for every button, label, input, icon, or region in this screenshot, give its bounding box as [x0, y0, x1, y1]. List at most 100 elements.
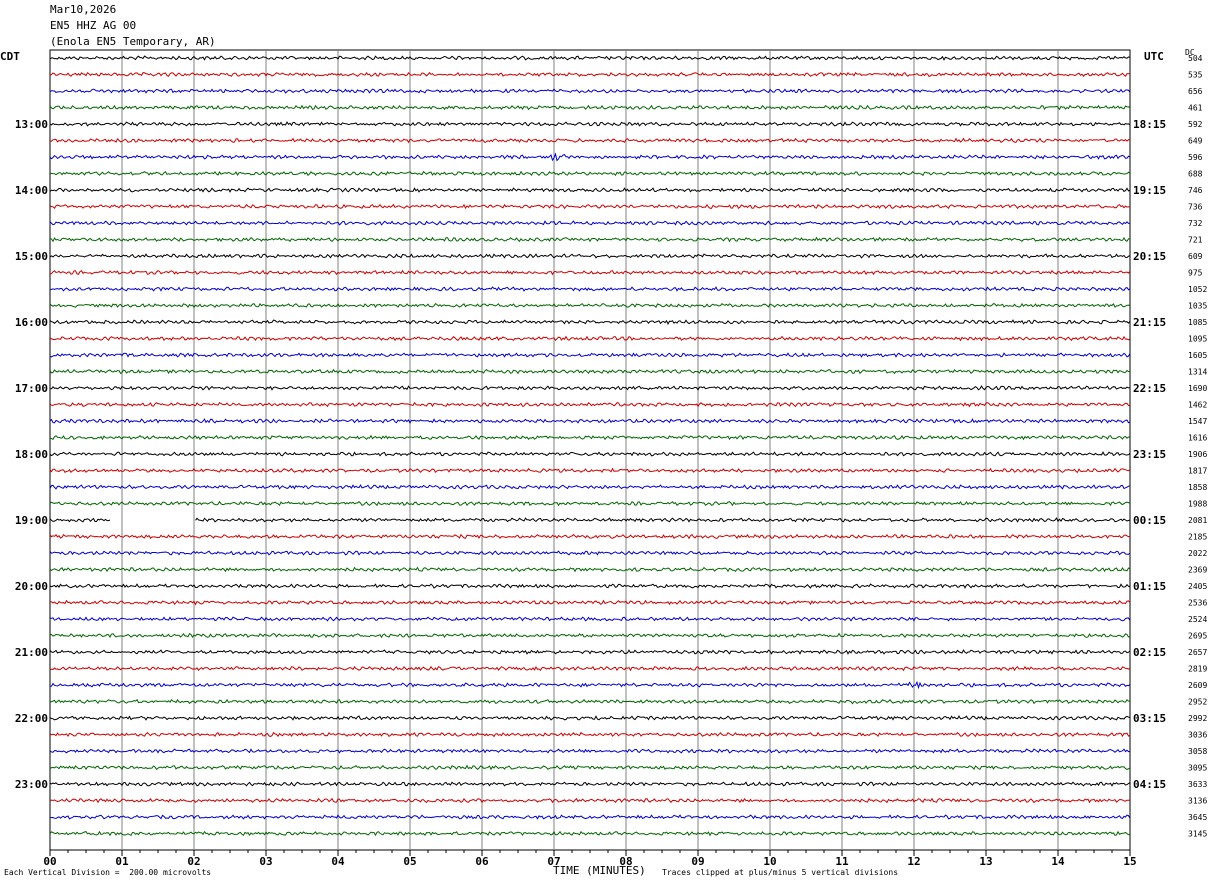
trace-line — [49, 781, 1131, 787]
dc-offset-label: 461 — [1188, 104, 1203, 113]
dc-offset-label: 2695 — [1188, 632, 1207, 641]
dc-offset-label: 1547 — [1188, 417, 1207, 426]
hour-label-right: 01:15 — [1133, 580, 1166, 593]
hour-label-right: 21:15 — [1133, 316, 1166, 329]
x-tick-label: 01 — [115, 855, 129, 868]
trace-line — [49, 616, 1131, 622]
trace-line — [49, 649, 1131, 655]
scale-note: Each Vertical Division = 200.00 microvol… — [4, 868, 212, 877]
trace-line — [49, 253, 1131, 259]
hour-label-left: 22:00 — [15, 712, 48, 725]
station-label: (Enola EN5 Temporary, AR) — [50, 35, 216, 48]
trace-line — [49, 286, 1131, 292]
x-tick-label: 13 — [979, 855, 992, 868]
dc-offset-label: 732 — [1188, 219, 1203, 228]
trace-line — [49, 434, 1131, 441]
hour-label-right: 03:15 — [1133, 712, 1166, 725]
dc-offset-label: 3058 — [1188, 747, 1207, 756]
channel-label: EN5 HHZ AG 00 — [50, 19, 137, 32]
trace-line — [49, 88, 1131, 94]
trace-line — [49, 731, 1131, 738]
dc-offset-label: 2819 — [1188, 665, 1207, 674]
x-tick-label: 08 — [619, 855, 632, 868]
trace-line — [49, 467, 1131, 474]
trace-line — [49, 418, 1131, 424]
dc-offset-label: 609 — [1188, 252, 1203, 261]
dc-offset-label: 2524 — [1188, 615, 1207, 624]
dc-offset-label: 3145 — [1188, 830, 1207, 839]
hour-label-left: 13:00 — [15, 118, 48, 131]
x-tick-label: 10 — [763, 855, 776, 868]
dc-offset-label: 1462 — [1188, 401, 1207, 410]
dc-label: DC — [1185, 48, 1195, 57]
dc-offset-label: 688 — [1188, 170, 1203, 179]
trace-line — [49, 451, 1131, 457]
dc-offset-label: 1314 — [1188, 368, 1207, 377]
trace-line — [49, 550, 1131, 556]
dc-offset-label: 1858 — [1188, 483, 1207, 492]
dc-offset-label: 592 — [1188, 120, 1203, 129]
left-timezone-label: CDT — [0, 50, 20, 63]
trace-line — [49, 352, 1131, 358]
hour-label-left: 20:00 — [15, 580, 48, 593]
trace-line — [49, 220, 1131, 226]
x-tick-label: 02 — [187, 855, 200, 868]
trace-line — [49, 566, 1131, 573]
trace-line — [49, 698, 1131, 705]
trace-line — [49, 517, 1131, 523]
hour-label-left: 19:00 — [15, 514, 48, 527]
hour-label-left: 17:00 — [15, 382, 48, 395]
x-tick-label: 12 — [907, 855, 920, 868]
trace-line — [49, 121, 1131, 127]
dc-offset-label: 2657 — [1188, 648, 1207, 657]
x-tick-label: 07 — [547, 855, 560, 868]
dc-offset-label: 649 — [1188, 137, 1203, 146]
hour-label-right: 00:15 — [1133, 514, 1166, 527]
dc-offset-label: 3136 — [1188, 797, 1207, 806]
hour-label-left: 21:00 — [15, 646, 48, 659]
trace-line — [49, 797, 1131, 804]
x-tick-label: 06 — [475, 855, 489, 868]
hour-label-right: 22:15 — [1133, 382, 1166, 395]
x-tick-label: 05 — [403, 855, 416, 868]
trace-line — [49, 152, 1131, 162]
trace-line — [50, 599, 1131, 606]
dc-offset-label: 2369 — [1188, 566, 1207, 575]
hour-label-right: 19:15 — [1133, 184, 1166, 197]
trace-line — [49, 368, 1131, 375]
x-tick-label: 09 — [691, 855, 704, 868]
trace-line — [49, 71, 1131, 78]
dc-offset-label: 1605 — [1188, 351, 1207, 360]
dc-offset-label: 1035 — [1188, 302, 1207, 311]
trace-line — [49, 764, 1131, 771]
hour-label-left: 14:00 — [15, 184, 48, 197]
dc-offset-label: 656 — [1188, 87, 1203, 96]
trace-line — [49, 665, 1131, 672]
dc-offset-label: 2185 — [1188, 533, 1207, 542]
dc-offset-label: 1988 — [1188, 500, 1207, 509]
dc-offset-label: 1906 — [1188, 450, 1207, 459]
dc-offset-label: 1085 — [1188, 318, 1207, 327]
dc-offset-label: 1690 — [1188, 384, 1207, 393]
dc-offset-label: 2952 — [1188, 698, 1207, 707]
dc-offset-label: 3645 — [1188, 813, 1207, 822]
hour-label-right: 04:15 — [1133, 778, 1166, 791]
plot-frame — [49, 49, 1131, 851]
trace-line — [49, 302, 1131, 309]
dc-offset-label: 2609 — [1188, 681, 1207, 690]
dc-offset-label: 1817 — [1188, 467, 1207, 476]
trace-line — [49, 319, 1131, 325]
hour-label-left: 18:00 — [15, 448, 48, 461]
dc-offset-label: 746 — [1188, 186, 1203, 195]
trace-line — [49, 533, 1131, 540]
x-tick-label: 11 — [835, 855, 849, 868]
trace-line — [49, 170, 1131, 177]
dc-offset-label: 3036 — [1188, 731, 1207, 740]
x-axis-label: TIME (MINUTES) — [553, 864, 646, 877]
dc-offset-label: 3095 — [1188, 764, 1207, 773]
dc-offset-label: 535 — [1188, 71, 1203, 80]
dc-offset-label: 2992 — [1188, 714, 1207, 723]
trace-line — [49, 632, 1131, 639]
dc-offset-label: 596 — [1188, 153, 1203, 162]
